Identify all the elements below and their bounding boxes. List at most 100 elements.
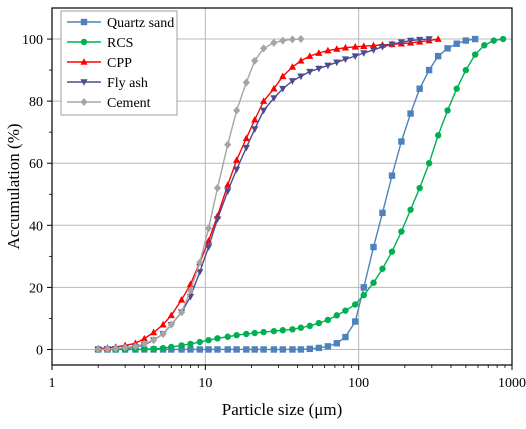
- data-point-quartz-sand: [196, 346, 203, 353]
- y-tick-label: 40: [29, 219, 43, 234]
- data-point-cement: [186, 286, 195, 295]
- data-point-quartz-sand: [398, 138, 405, 145]
- data-point-fly-ash: [397, 39, 406, 46]
- data-point-rcs: [187, 340, 194, 348]
- data-point-fly-ash: [288, 78, 297, 85]
- x-tick-label: 1000: [498, 376, 526, 391]
- data-point-quartz-sand: [352, 318, 359, 325]
- data-point-cement: [204, 224, 213, 233]
- data-point-cpp: [341, 43, 350, 51]
- data-point-fly-ash: [224, 188, 232, 195]
- data-point-fly-ash: [378, 44, 387, 51]
- legend-item-cement: Cement: [67, 96, 151, 111]
- data-point-rcs: [407, 206, 414, 213]
- legend-marker-cpp: [80, 58, 88, 65]
- data-point-cpp: [260, 97, 268, 104]
- data-point-cpp: [324, 46, 332, 54]
- data-point-quartz-sand: [370, 243, 377, 251]
- data-point-rcs: [150, 345, 157, 353]
- y-axis-title: Accumulation (%): [4, 123, 23, 249]
- data-point-cpp: [150, 328, 158, 336]
- data-point-cpp: [434, 35, 442, 42]
- y-tick-label: 100: [22, 33, 43, 48]
- data-point-rcs: [379, 265, 386, 272]
- series-layer: [94, 35, 507, 354]
- data-point-rcs: [159, 345, 167, 352]
- x-tick-label: 1: [49, 376, 56, 391]
- data-point-rcs: [297, 324, 305, 331]
- data-point-quartz-sand: [434, 52, 442, 60]
- data-point-rcs: [499, 35, 507, 43]
- data-point-quartz-sand: [233, 346, 240, 353]
- data-point-quartz-sand: [315, 344, 323, 352]
- data-point-rcs: [196, 338, 203, 346]
- data-point-quartz-sand: [214, 346, 221, 353]
- legend-marker-cement: [80, 98, 88, 106]
- data-point-rcs: [360, 291, 367, 299]
- data-point-fly-ash: [333, 59, 341, 67]
- data-point-rcs: [224, 333, 231, 340]
- data-point-fly-ash: [204, 244, 213, 251]
- data-point-fly-ash: [425, 36, 433, 43]
- data-point-cement: [224, 140, 232, 149]
- legend-label-cement: Cement: [107, 96, 151, 111]
- y-tick-label: 60: [29, 157, 43, 172]
- data-point-cpp: [351, 43, 359, 50]
- x-tick-label: 10: [198, 376, 212, 391]
- data-point-cpp: [159, 320, 167, 328]
- data-point-cement: [260, 44, 268, 53]
- data-point-cpp: [288, 63, 297, 70]
- data-point-cement: [270, 38, 278, 47]
- data-point-quartz-sand: [342, 333, 349, 341]
- data-point-cpp: [369, 41, 378, 49]
- data-point-quartz-sand: [388, 172, 396, 179]
- legend-box: [60, 10, 178, 116]
- data-point-cpp: [167, 311, 175, 319]
- data-point-cement: [131, 342, 140, 351]
- data-point-quartz-sand: [187, 346, 194, 353]
- data-point-cement: [103, 345, 112, 354]
- data-point-fly-ash: [351, 53, 359, 60]
- data-point-rcs: [205, 336, 212, 344]
- data-point-rcs: [260, 328, 267, 336]
- legend-label-fly-ash: Fly ash: [107, 76, 148, 91]
- data-point-quartz-sand: [416, 85, 423, 92]
- data-point-rcs: [168, 343, 175, 351]
- data-point-rcs: [434, 132, 442, 139]
- data-point-cpp: [333, 45, 341, 52]
- data-point-quartz-sand: [471, 35, 479, 43]
- legend-marker-rcs: [80, 38, 88, 46]
- data-point-cement: [121, 343, 129, 352]
- legend-item-fly-ash: Fly ash: [67, 76, 148, 91]
- data-point-fly-ash: [324, 62, 332, 70]
- data-point-cement: [140, 339, 148, 348]
- data-point-quartz-sand: [289, 346, 296, 353]
- data-point-cement: [159, 329, 167, 338]
- data-point-rcs: [342, 307, 349, 314]
- series-cement: [94, 35, 305, 354]
- data-point-cement: [167, 320, 175, 329]
- data-point-cement: [213, 184, 222, 193]
- data-point-quartz-sand: [297, 346, 305, 353]
- data-point-rcs: [306, 322, 313, 330]
- data-point-fly-ash: [416, 36, 424, 44]
- data-point-cement: [150, 336, 158, 345]
- data-point-cement: [297, 35, 305, 44]
- data-point-rcs: [289, 326, 296, 333]
- data-point-rcs: [324, 316, 332, 324]
- data-point-fly-ash: [242, 144, 250, 152]
- data-point-rcs: [462, 66, 470, 74]
- legend-marker-quartz-sand: [80, 18, 88, 26]
- data-point-fly-ash: [406, 37, 415, 45]
- data-point-quartz-sand: [279, 346, 286, 353]
- data-point-rcs: [370, 279, 377, 286]
- data-point-rcs: [279, 327, 286, 334]
- data-point-cpp: [177, 296, 186, 303]
- data-point-quartz-sand: [333, 340, 340, 347]
- data-point-rcs: [490, 37, 497, 44]
- data-point-quartz-sand: [251, 346, 258, 353]
- data-point-rcs: [214, 335, 221, 342]
- legend: Quartz sand RCS CPP Fly ash Cement: [60, 10, 178, 116]
- y-tick-label: 80: [29, 95, 43, 110]
- data-point-quartz-sand: [407, 110, 414, 117]
